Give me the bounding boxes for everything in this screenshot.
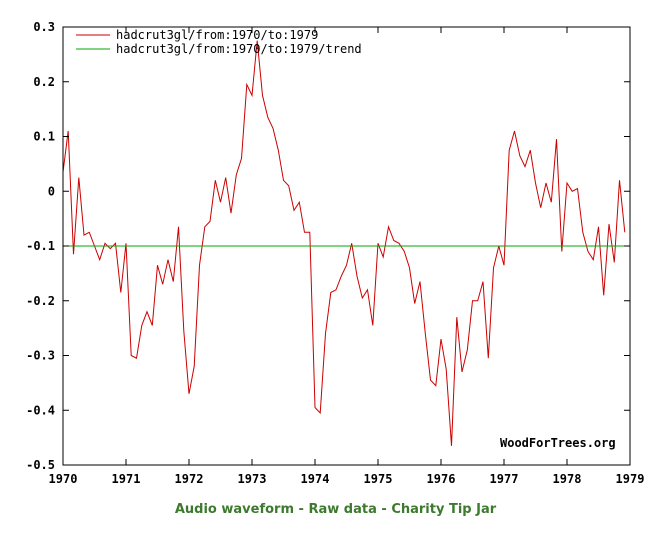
x-tick-label: 1972: [175, 472, 204, 486]
y-tick-label: -0.5: [26, 458, 55, 472]
chart: 1970 1971 1972 1973 1974 1975 1976 1977 1978 1979…: [0, 0, 671, 500]
x-tick-label: 1978: [553, 472, 582, 486]
x-tick-label: 1971: [112, 472, 141, 486]
axis-ticks: 1970 1971 1972 1973 1974 1975 1976 1977 1978 1979…: [26, 20, 644, 486]
y-tick-label: 0.1: [33, 130, 55, 144]
footer-link-charity-tip-jar[interactable]: Charity Tip Jar: [391, 502, 497, 517]
y-tick-label: 0.3: [33, 20, 55, 34]
legend-label-series-1: hadcrut3gl/from:1970/to:1979: [116, 28, 318, 42]
footer-separator: -: [294, 502, 309, 517]
y-tick-label: -0.3: [26, 349, 55, 363]
x-tick-label: 1970: [49, 472, 78, 486]
plot-frame: [62, 26, 631, 466]
x-tick-label: 1979: [616, 472, 645, 486]
series-line-hadcrut3gl: [62, 40, 626, 446]
watermark: WoodForTrees.org: [500, 436, 616, 450]
y-tick-label: -0.4: [26, 403, 55, 417]
x-tick-label: 1973: [238, 472, 267, 486]
legend-label-series-2: hadcrut3gl/from:1970/to:1979/trend: [116, 42, 362, 56]
y-tick-label: -0.2: [26, 294, 55, 308]
legend: hadcrut3gl/from:1970/to:1979 hadcrut3gl/…: [76, 28, 362, 56]
series-layer: [62, 40, 630, 446]
x-tick-label: 1975: [364, 472, 393, 486]
y-tick-label: 0: [48, 184, 55, 198]
footer-link-raw-data[interactable]: Raw data: [308, 502, 377, 517]
x-tick-label: 1976: [427, 472, 456, 486]
footer-link-audio-waveform[interactable]: Audio waveform: [174, 502, 295, 517]
y-tick-label: -0.1: [26, 239, 55, 253]
plot-background: [0, 0, 671, 500]
x-tick-label: 1974: [301, 472, 330, 486]
x-tick-label: 1977: [490, 472, 519, 486]
y-tick-label: 0.2: [33, 75, 55, 89]
footer-links: Audio waveform - Raw data - Charity Tip …: [0, 502, 671, 517]
footer-separator: -: [376, 502, 392, 517]
